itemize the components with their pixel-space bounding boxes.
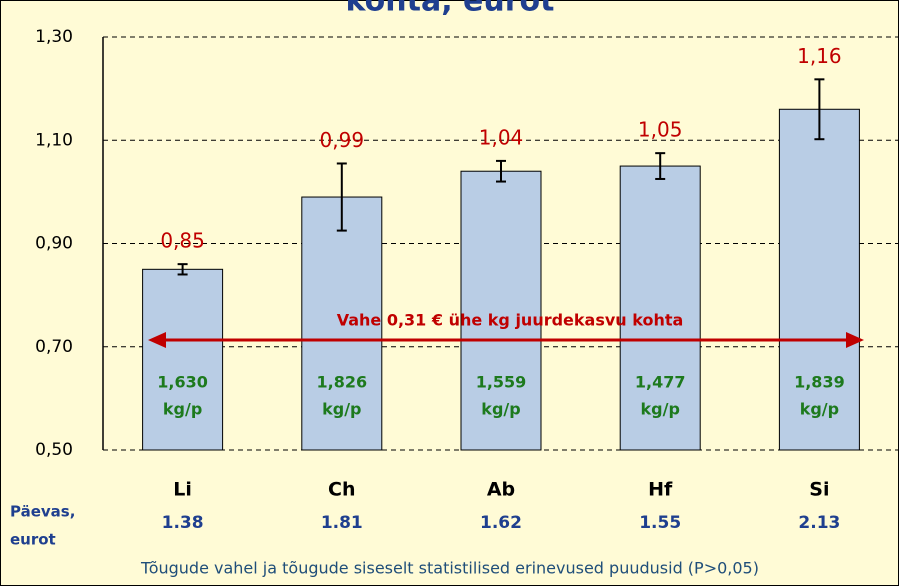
daily-value: 2.13 (798, 513, 840, 533)
bar-note: kg/p (641, 400, 680, 419)
value-label: 0,85 (160, 229, 205, 253)
bar-note: kg/p (163, 400, 202, 419)
arrow-head (148, 332, 166, 348)
bar-note: 1,839 (794, 373, 845, 392)
daily-value: 1.55 (639, 513, 681, 533)
row-label: eurot (10, 531, 56, 549)
daily-value: 1.38 (162, 513, 204, 533)
x-tick-label: Ab (487, 479, 515, 501)
daily-value: 1.62 (480, 513, 522, 533)
value-label: 1,05 (638, 118, 683, 142)
bar (460, 170, 542, 451)
y-tick-label: 1,30 (35, 27, 73, 47)
bar-note: kg/p (322, 400, 361, 419)
bar (142, 268, 224, 451)
arrow-head (846, 332, 864, 348)
y-tick-label: 0,50 (35, 440, 73, 460)
bar (301, 196, 383, 451)
bar (619, 165, 701, 451)
x-tick-label: Ch (328, 479, 355, 501)
value-label: 1,16 (797, 44, 842, 68)
bar-note: kg/p (481, 400, 520, 419)
x-tick-label: Si (809, 479, 829, 501)
value-label: 0,99 (320, 128, 365, 152)
value-label: 1,04 (479, 125, 524, 149)
x-tick-label: Hf (648, 479, 673, 501)
chart-title: kohta, eurot (346, 0, 555, 19)
row-label: Päevas, (10, 503, 75, 521)
arrow-label: Vahe 0,31 € ühe kg juurdekasvu kohta (337, 311, 684, 330)
x-tick-label: Li (173, 479, 192, 501)
footnote: Tõugude vahel ja tõugude siseselt statis… (140, 559, 759, 578)
bar (778, 108, 860, 451)
bar-note: 1,559 (476, 373, 527, 392)
bar-note: 1,630 (157, 373, 208, 392)
daily-value: 1.81 (321, 513, 363, 533)
y-tick-label: 0,70 (35, 337, 73, 357)
bar-note: 1,477 (635, 373, 686, 392)
y-tick-label: 0,90 (35, 234, 73, 254)
y-tick-label: 1,10 (35, 130, 73, 150)
bar-note: kg/p (800, 400, 839, 419)
bar-note: 1,826 (316, 373, 367, 392)
